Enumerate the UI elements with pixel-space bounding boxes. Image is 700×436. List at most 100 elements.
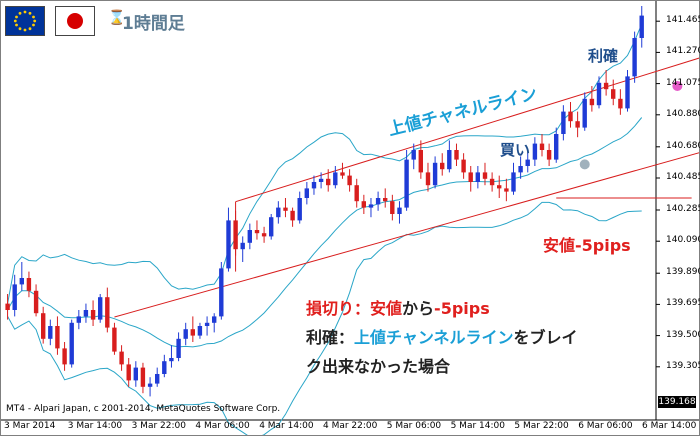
candle-body: [304, 188, 309, 198]
candle-body: [55, 326, 60, 349]
candle-body: [333, 172, 338, 186]
candle-body: [554, 134, 559, 160]
candle-body: [147, 383, 153, 387]
candle-body: [340, 172, 345, 176]
candle-body: [311, 182, 317, 189]
candle-body: [326, 178, 331, 186]
candle-body: [76, 316, 81, 323]
candle-body: [269, 217, 274, 237]
candle-body: [155, 374, 160, 384]
candle-body: [204, 322, 210, 326]
buy-marker: [579, 159, 590, 170]
candle-body: [440, 162, 445, 170]
lower-channel-line: [114, 151, 700, 318]
take-profit-marker: [672, 81, 683, 91]
candle-body: [468, 172, 473, 182]
candle-body: [105, 297, 110, 328]
candle-body: [133, 367, 138, 381]
candle-body: [546, 150, 552, 160]
note-stop-pips: -5pips: [434, 299, 490, 318]
candle-body: [19, 278, 24, 285]
candle-body: [354, 185, 359, 202]
candle-body: [603, 82, 609, 90]
candle-body: [475, 172, 480, 182]
candle-body: [625, 76, 630, 109]
take-profit-annotation: 利確: [588, 47, 619, 65]
candle-body: [518, 166, 523, 173]
candle-body: [219, 268, 224, 317]
candle-body: [432, 162, 438, 186]
candle-body: [418, 150, 423, 173]
candle-body: [375, 198, 381, 205]
price-tick-label: 140.880: [666, 108, 700, 119]
eu-flag-icon: [5, 6, 45, 36]
note-line-stop: 損切り：安値から-5pips: [306, 294, 578, 323]
note-tp-channel: 上値チャンネルライン: [354, 328, 514, 347]
candle-body: [140, 367, 146, 387]
candle-body: [33, 290, 39, 314]
price-tick-label: 139.695: [666, 298, 700, 309]
candle-body: [347, 175, 352, 186]
candle-body: [226, 220, 231, 269]
price-tick-label: 140.680: [666, 140, 700, 151]
candle-body: [404, 159, 409, 208]
time-tick-label: 5 Mar 06:00: [386, 421, 442, 431]
candle-body: [532, 143, 538, 160]
candle-body: [176, 338, 181, 358]
candle-body: [318, 178, 324, 182]
time-tick-label: 3 Mar 22:00: [131, 421, 186, 431]
candle-body: [454, 150, 459, 160]
time-tick-label: 5 Mar 14:00: [450, 421, 505, 431]
candle-body: [383, 198, 388, 202]
time-tick-label: 4 Mar 06:00: [195, 421, 250, 431]
time-tick-label: 4 Mar 22:00: [323, 421, 378, 431]
candle-body: [482, 172, 488, 179]
candle-body: [639, 15, 644, 38]
candle-body: [183, 329, 188, 339]
note-stop-prefix: 損切り：: [306, 299, 371, 318]
candle-body: [411, 150, 416, 160]
candle-body: [240, 242, 245, 250]
bollinger-lower-line: [7, 201, 642, 436]
candle-body: [561, 111, 566, 134]
candle-body: [504, 188, 509, 192]
candle-body: [276, 207, 281, 218]
candle-body: [254, 230, 260, 234]
time-tick-label: 6 Mar 14:00: [642, 421, 697, 431]
candle-body: [212, 316, 217, 323]
candle-body: [247, 230, 252, 243]
candle-body: [611, 89, 616, 99]
candle-body: [41, 313, 46, 339]
time-tick-label: 4 Mar 14:00: [259, 421, 314, 431]
candle-body: [290, 210, 295, 221]
candle-body: [539, 143, 545, 150]
candle-body: [233, 220, 238, 250]
price-tick-label: 139.305: [666, 360, 700, 371]
hourglass-icon: ⌛: [108, 10, 126, 26]
price-tick-label: 141.075: [666, 77, 700, 88]
current-price-box: 139.168: [658, 396, 696, 408]
note-tp-break: をブレイ: [513, 328, 578, 347]
candle-body: [98, 297, 103, 320]
candle-body: [69, 322, 74, 365]
candle-body: [297, 198, 302, 221]
candle-body: [511, 172, 516, 192]
candle-body: [596, 82, 602, 106]
bollinger-middle-line: [7, 117, 643, 348]
price-tick-label: 139.500: [666, 329, 700, 340]
time-tick-label: 3 Mar 2014: [4, 421, 56, 431]
stop-level-annotation: 安値-5pips: [543, 236, 631, 255]
note-tp-prefix: 利確：: [306, 328, 355, 347]
candle-body: [425, 172, 431, 186]
candle-body: [126, 364, 131, 381]
candle-body: [112, 327, 117, 352]
price-tick-label: 141.270: [666, 46, 700, 57]
price-tick-label: 139.890: [666, 267, 700, 278]
note-line-tp: 利確：上値チャンネルラインをブレイ: [306, 323, 578, 352]
candle-body: [162, 361, 167, 374]
candle-body: [525, 159, 530, 166]
japan-flag-icon: [55, 6, 95, 36]
note-line-cond: ク出来なかった場合: [306, 357, 451, 376]
